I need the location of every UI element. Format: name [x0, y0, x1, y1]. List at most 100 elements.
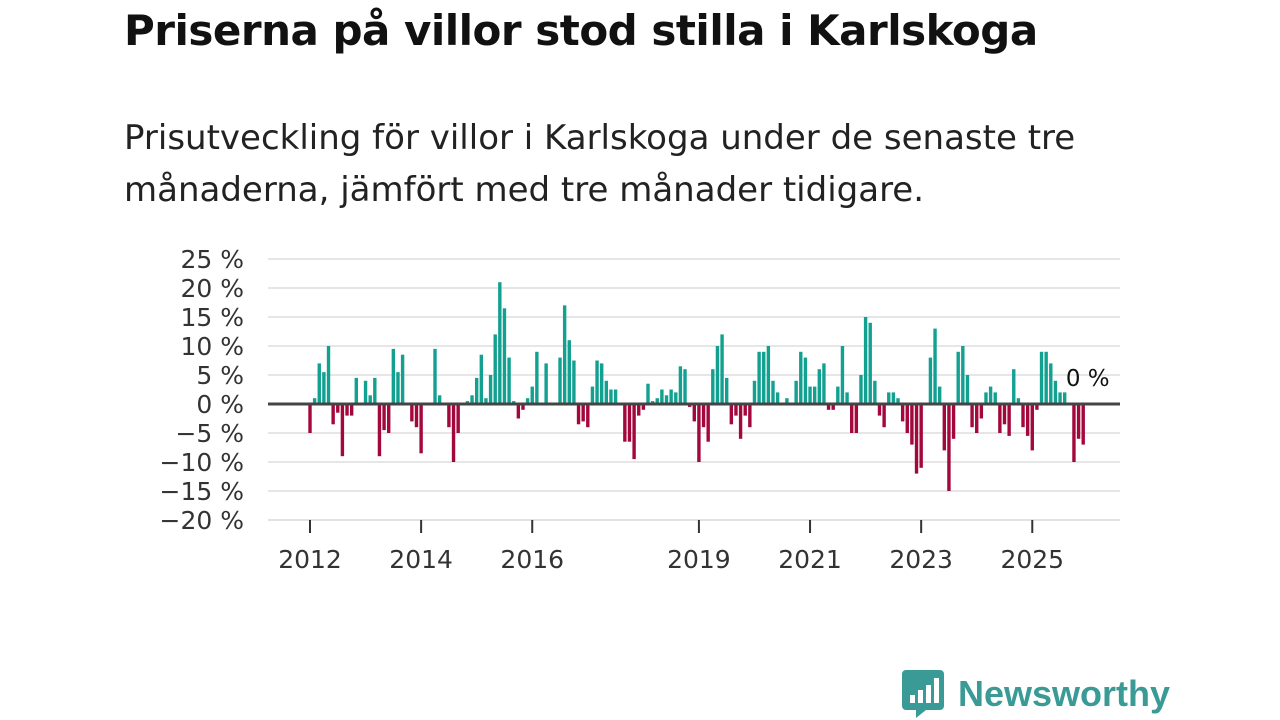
bar — [794, 380, 798, 404]
bar — [859, 375, 863, 404]
bar — [1044, 351, 1048, 404]
bar — [956, 351, 960, 404]
bar — [363, 380, 368, 404]
bar — [771, 380, 775, 404]
bar — [498, 282, 502, 404]
x-tick-label: 2021 — [778, 545, 842, 574]
bar — [312, 398, 317, 404]
bar — [822, 363, 826, 404]
bar — [354, 377, 358, 404]
bar — [947, 404, 951, 491]
bar — [998, 404, 1002, 433]
bar — [637, 404, 641, 416]
bar — [507, 357, 511, 404]
y-tick-label: 20 % — [180, 274, 244, 303]
y-tick-label: −5 % — [175, 419, 244, 448]
bar — [576, 404, 581, 425]
brand-logo: Newsworthy — [902, 670, 1170, 718]
bar — [317, 363, 321, 404]
bar — [599, 363, 604, 404]
bar — [400, 354, 405, 404]
bar — [669, 389, 673, 404]
bar — [595, 360, 599, 404]
bar — [928, 357, 933, 404]
bar — [516, 404, 521, 419]
bar — [623, 404, 627, 442]
x-tick-label: 2016 — [500, 545, 564, 574]
bar — [678, 366, 683, 404]
bar — [340, 404, 345, 457]
bar — [942, 404, 947, 451]
bar — [373, 377, 377, 404]
bar — [882, 404, 886, 428]
bar — [863, 317, 868, 404]
bar — [419, 404, 423, 454]
bar — [1081, 404, 1085, 445]
bar — [1039, 351, 1044, 404]
y-tick-label: 15 % — [180, 303, 244, 332]
bar — [345, 404, 349, 416]
bar — [1035, 404, 1039, 410]
y-tick-label: 5 % — [196, 361, 244, 390]
y-tick-label: 10 % — [180, 332, 244, 361]
bar — [766, 346, 771, 404]
bar — [326, 346, 331, 404]
bar — [905, 404, 909, 433]
bar — [919, 404, 923, 468]
bar — [1012, 369, 1016, 404]
bar — [937, 386, 942, 404]
bar — [433, 348, 437, 404]
bar — [896, 398, 900, 404]
bar — [762, 351, 766, 404]
bar — [706, 404, 710, 442]
bar — [979, 404, 984, 419]
bar — [725, 377, 729, 404]
bar — [1016, 398, 1021, 404]
bar — [646, 383, 650, 404]
bar — [674, 392, 678, 404]
y-tick-label: −15 % — [160, 477, 244, 506]
bar — [410, 404, 414, 422]
bar — [484, 398, 488, 404]
bar — [873, 380, 877, 404]
x-tick-label: 2025 — [1000, 545, 1064, 574]
bar — [544, 363, 548, 404]
chart-title: Priserna på villor stod stilla i Karlsko… — [124, 6, 1038, 55]
bar — [474, 377, 479, 404]
bar — [757, 351, 761, 404]
bar — [752, 380, 757, 404]
bar — [845, 392, 849, 404]
bar — [377, 404, 382, 457]
bar — [558, 357, 562, 404]
bar — [697, 404, 701, 462]
x-tick-label: 2023 — [889, 545, 953, 574]
y-tick-label: 0 % — [196, 390, 244, 419]
bar — [336, 404, 340, 413]
bar — [396, 372, 400, 404]
bar — [799, 351, 803, 404]
y-tick-label: −10 % — [160, 448, 244, 477]
bar — [836, 386, 840, 404]
bar — [738, 404, 743, 439]
bar — [581, 404, 585, 422]
bar — [609, 389, 613, 404]
last-value-label: 0 % — [1066, 366, 1110, 392]
bar — [711, 369, 715, 404]
bar — [692, 404, 696, 422]
bar — [391, 348, 396, 404]
bar — [877, 404, 882, 416]
bar — [891, 392, 896, 404]
newsworthy-logo-icon — [902, 670, 944, 718]
bar — [613, 389, 618, 404]
bar — [748, 404, 752, 428]
x-tick-label: 2012 — [278, 545, 342, 574]
bar — [1002, 404, 1007, 425]
bar — [988, 386, 993, 404]
bar — [1058, 392, 1062, 404]
bars — [308, 282, 1085, 491]
bar — [743, 404, 747, 416]
bar — [734, 404, 738, 416]
bar — [850, 404, 854, 433]
bar — [803, 357, 808, 404]
